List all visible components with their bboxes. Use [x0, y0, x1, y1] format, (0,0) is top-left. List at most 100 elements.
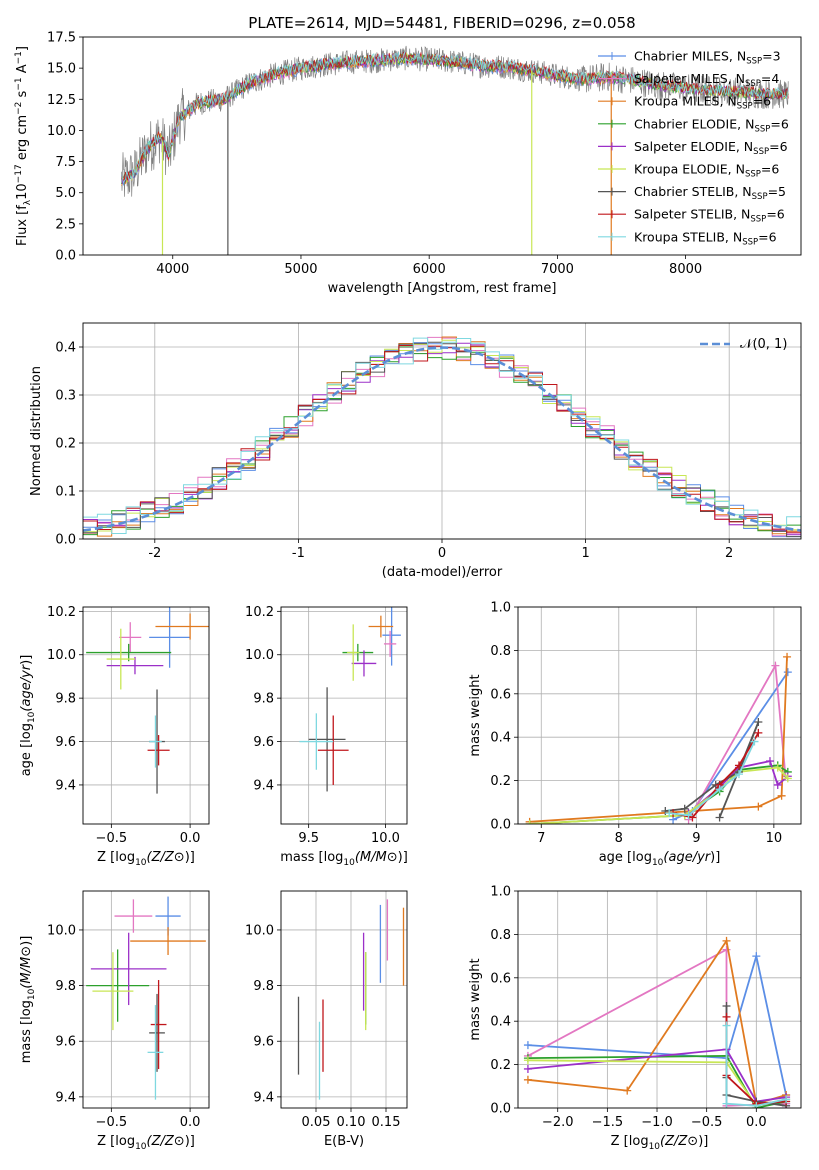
x-tick-label: 5000 — [284, 262, 317, 277]
y-tick-label: 9.8 — [253, 692, 274, 707]
legend-text: Salpeter ELODIE, N — [634, 139, 753, 154]
ylabel-part: −2 — [14, 102, 24, 115]
legend-subscript: SSP — [742, 237, 758, 247]
mass_age-axes: 9.5 10.0 9.4 9.6 9.8 10.0 10.2 — [245, 605, 407, 846]
label-subscript: 10 — [135, 1142, 147, 1152]
ylabel-part: 10 — [15, 183, 30, 200]
y-tick-label: 0.0 — [55, 249, 76, 264]
y-tick-label: 17.5 — [47, 31, 76, 46]
weight-marker — [750, 737, 759, 746]
y-tick-label: 0.8 — [490, 644, 511, 659]
label-part: age [log — [19, 723, 34, 776]
residuals-xlabel: (data-model)/error — [382, 565, 503, 580]
y-tick-label: 9.8 — [55, 979, 76, 994]
y-tick-label: 10.2 — [47, 605, 76, 620]
legend-text: Chabrier ELODIE, N — [634, 116, 754, 131]
errorbar-point — [130, 927, 206, 955]
y-tick-label: 0.6 — [490, 687, 511, 702]
y-tick-label: 0.4 — [55, 341, 76, 356]
y-tick-label: 9.6 — [55, 1035, 76, 1050]
ylabel-part: ] — [15, 46, 30, 51]
y-tick-label: 0.4 — [490, 1015, 511, 1030]
y-tick-label: 10.0 — [245, 648, 274, 663]
x-tick-label: −0.5 — [96, 831, 128, 846]
z_mass-axes: −0.5 0.0 9.4 9.6 9.8 10.0 — [47, 891, 209, 1130]
y-tick-label: 0.2 — [55, 437, 76, 452]
legend-text: Chabrier STELIB, N — [634, 184, 752, 199]
z_age-frame — [82, 606, 210, 825]
weight-marker — [684, 811, 693, 820]
x-tick-label: 9 — [692, 831, 700, 846]
weight-marker — [734, 770, 743, 779]
errorbar-point — [347, 624, 360, 681]
y-tick-label: 10.2 — [245, 605, 274, 620]
residual-histogram — [83, 337, 801, 534]
legend-text: =6 — [761, 162, 779, 177]
weight-marker — [523, 1056, 532, 1065]
legend-subscript: SSP — [753, 147, 769, 157]
y-tick-label: 9.6 — [253, 1035, 274, 1050]
age_weight-ylabel: mass weight — [468, 674, 483, 756]
y-tick-label: 0.2 — [490, 1058, 511, 1073]
weight-marker — [765, 757, 774, 766]
label-part: )] — [698, 1134, 708, 1149]
normal-curve — [83, 346, 801, 532]
legend-subscript: SSP — [750, 215, 766, 225]
x-tick-label: 10 — [766, 831, 783, 846]
ylabel-part: −1 — [14, 51, 24, 64]
legend-entry: Kroupa STELIB, NSSP=6 — [634, 229, 777, 247]
y-tick-label: 9.4 — [55, 1090, 76, 1105]
label-part: (Z/Z⊙ — [147, 1134, 185, 1149]
y-tick-label: 10.0 — [245, 923, 274, 938]
errorbar-point — [106, 656, 164, 675]
errorbar-point — [90, 932, 167, 1006]
z_weight-xlabel: Z [log10(Z/Z⊙)] — [611, 1134, 709, 1152]
mass_age-points — [299, 607, 401, 792]
errorbar-point — [86, 643, 172, 662]
weight-marker — [782, 1095, 791, 1104]
legend-entry: Salpeter ELODIE, NSSP=6 — [634, 139, 788, 157]
label-part: (age/yr — [663, 850, 711, 865]
legend-subscript: SSP — [754, 124, 770, 134]
weight-marker — [722, 1021, 731, 1030]
weight-marker — [523, 1075, 532, 1084]
label-part: Z [log — [97, 850, 135, 865]
x-tick-label: 8000 — [669, 262, 702, 277]
y-tick-label: 9.8 — [253, 979, 274, 994]
weight-line — [725, 1025, 787, 1107]
x-tick-label: 10.0 — [371, 831, 400, 846]
x-tick-label: 0.15 — [372, 1115, 401, 1130]
weight-marker — [722, 1012, 731, 1021]
spectrum-lines — [121, 45, 789, 255]
z_age-xlabel: Z [log10(Z/Z⊙)] — [97, 850, 195, 868]
legend-entry: Kroupa MILES, NSSP=6 — [634, 94, 771, 112]
weight-marker — [754, 728, 763, 737]
weight-marker — [722, 1099, 731, 1108]
y-tick-label: 0.0 — [490, 1102, 511, 1117]
label-part: )] — [398, 850, 408, 865]
y-tick-label: 9.6 — [253, 735, 274, 750]
label-part: (age/yr — [19, 663, 34, 711]
weight-marker — [523, 1041, 532, 1050]
y-tick-label: 0.8 — [490, 928, 511, 943]
y-tick-label: 9.4 — [253, 778, 274, 793]
legend-subscript: SSP — [745, 79, 761, 89]
errorbar-point — [114, 899, 153, 933]
errorbar-point — [149, 715, 162, 768]
weight-marker — [777, 791, 786, 800]
x-tick-label: 0.05 — [302, 1115, 331, 1130]
legend-subscript: SSP — [746, 57, 762, 67]
weight-line — [527, 1048, 787, 1103]
z_age-ylabel: age [log10(age/yr)] — [19, 655, 37, 777]
weight-marker — [771, 661, 780, 670]
legend-text: Kroupa STELIB, N — [634, 229, 742, 244]
legend-entry: Salpeter STELIB, NSSP=6 — [634, 207, 785, 225]
weight-marker — [783, 668, 792, 677]
weight-marker — [752, 1101, 761, 1108]
weight-marker — [680, 804, 689, 813]
residuals-frame — [82, 322, 802, 540]
z_weight-frame — [517, 890, 802, 1109]
y-tick-label: 9.4 — [55, 778, 76, 793]
legend-text: =6 — [766, 207, 784, 222]
y-tick-label: 9.4 — [253, 1090, 274, 1105]
